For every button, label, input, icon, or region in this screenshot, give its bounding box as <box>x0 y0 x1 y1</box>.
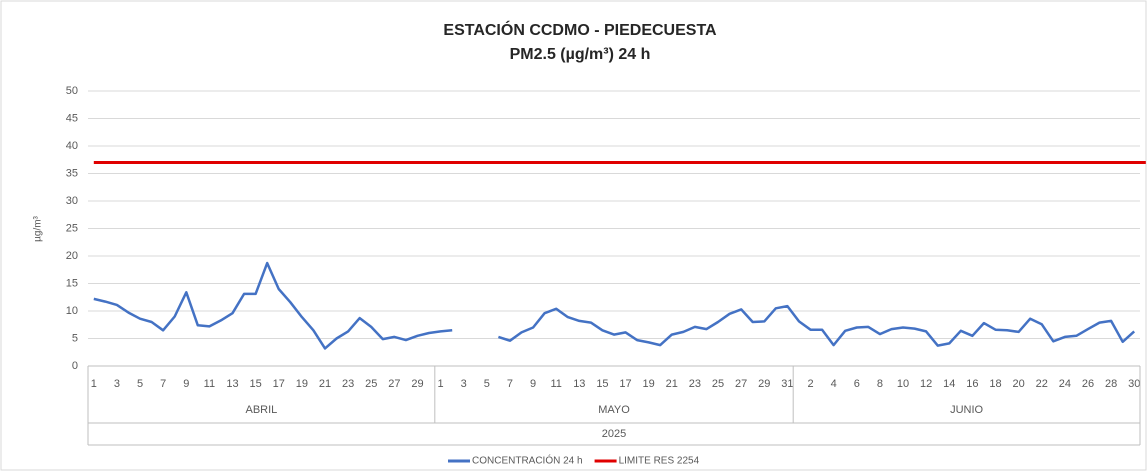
x-tick-label: 14 <box>943 378 955 390</box>
x-tick-label: 10 <box>897 378 909 390</box>
x-tick-label: 18 <box>989 378 1001 390</box>
y-axis-label: µg/m³ <box>33 215 44 241</box>
x-tick-label: 25 <box>712 378 724 390</box>
x-tick-label: 3 <box>461 378 467 390</box>
x-tick-label: 15 <box>250 378 262 390</box>
month-label: MAYO <box>598 404 630 416</box>
y-tick-label: 40 <box>66 140 78 152</box>
chart-subtitle: PM2.5 (µg/m³) 24 h <box>510 46 651 63</box>
x-tick-label: 19 <box>296 378 308 390</box>
x-tick-label: 23 <box>342 378 354 390</box>
y-tick-label: 25 <box>66 222 78 234</box>
x-tick-label: 6 <box>854 378 860 390</box>
x-tick-label: 16 <box>966 378 978 390</box>
x-tick-label: 1 <box>91 378 97 390</box>
legend-label: LIMITE RES 2254 <box>619 456 700 467</box>
x-tick-label: 29 <box>411 378 423 390</box>
x-tick-label: 8 <box>877 378 883 390</box>
chart-title: ESTACIÓN CCDMO - PIEDECUESTA <box>443 20 717 39</box>
x-tick-label: 25 <box>365 378 377 390</box>
x-tick-label: 13 <box>226 378 238 390</box>
x-tick-label: 5 <box>137 378 143 390</box>
x-tick-label: 7 <box>160 378 166 390</box>
x-tick-label: 21 <box>666 378 678 390</box>
x-tick-label: 9 <box>530 378 536 390</box>
y-tick-label: 30 <box>66 195 78 207</box>
x-tick-label: 24 <box>1059 378 1071 390</box>
y-tick-label: 5 <box>72 332 78 344</box>
x-tick-label: 2 <box>807 378 813 390</box>
x-tick-label: 27 <box>735 378 747 390</box>
x-tick-label: 5 <box>484 378 490 390</box>
x-tick-label: 30 <box>1128 378 1140 390</box>
x-tick-label: 15 <box>596 378 608 390</box>
y-tick-label: 0 <box>72 360 78 372</box>
month-label: JUNIO <box>950 404 983 416</box>
x-tick-label: 28 <box>1105 378 1117 390</box>
x-tick-label: 9 <box>183 378 189 390</box>
x-tick-label: 12 <box>920 378 932 390</box>
x-tick-label: 17 <box>619 378 631 390</box>
y-tick-label: 10 <box>66 305 78 317</box>
x-tick-label: 27 <box>388 378 400 390</box>
x-tick-label: 4 <box>831 378 837 390</box>
x-tick-label: 29 <box>758 378 770 390</box>
x-tick-label: 26 <box>1082 378 1094 390</box>
x-tick-label: 21 <box>319 378 331 390</box>
x-tick-label: 7 <box>507 378 513 390</box>
y-tick-label: 45 <box>66 112 78 124</box>
series-line <box>93 261 1136 350</box>
y-tick-label: 20 <box>66 250 78 262</box>
y-tick-label: 35 <box>66 167 78 179</box>
month-label: ABRIL <box>246 404 278 416</box>
x-tick-label: 13 <box>573 378 585 390</box>
x-tick-label: 11 <box>550 378 561 390</box>
x-tick-label: 11 <box>204 378 215 390</box>
legend-label: CONCENTRACIÓN 24 h <box>472 454 583 467</box>
x-tick-label: 20 <box>1012 378 1024 390</box>
x-tick-label: 3 <box>114 378 120 390</box>
x-tick-label: 22 <box>1036 378 1048 390</box>
y-tick-label: 15 <box>66 277 78 289</box>
x-tick-label: 19 <box>643 378 655 390</box>
x-tick-label: 23 <box>689 378 701 390</box>
x-tick-label: 1 <box>438 378 444 390</box>
y-tick-label: 50 <box>66 85 78 97</box>
x-tick-label: 31 <box>781 378 793 390</box>
x-tick-label: 17 <box>273 378 285 390</box>
year-label: 2025 <box>602 428 626 440</box>
